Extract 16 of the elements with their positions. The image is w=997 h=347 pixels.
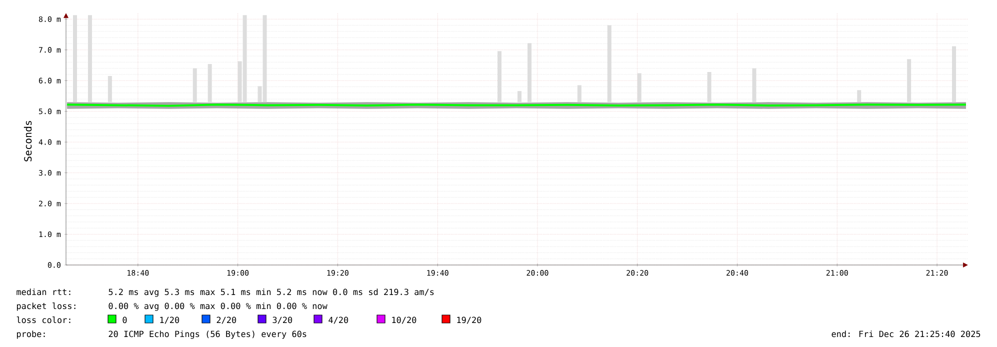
text: loss color: (16, 316, 70, 324)
text: 19/20 (457, 316, 482, 324)
text: probe: (16, 330, 45, 339)
text: packet loss: (16, 302, 76, 311)
text: 1/20 (160, 316, 180, 324)
y-axis-title: Seconds (24, 120, 32, 162)
text: 0.00 % avg 0.00 % max 0.00 % min 0.00 % now (108, 302, 328, 311)
text: 4/20 (328, 316, 348, 324)
text: end: Fri Dec 26 21:25:40 2025 (832, 330, 980, 338)
text: 5.2 ms avg 5.3 ms max 5.1 ms min 5.2 ms now 0.0 ms sd 219.3 am/s (108, 288, 434, 297)
text: 2/20 (216, 316, 236, 324)
text: median rtt: (16, 288, 70, 296)
text: 20 ICMP Echo Pings (56 Bytes) every 60s (108, 330, 306, 339)
text: 0 (122, 316, 127, 324)
text: 10/20 (392, 316, 416, 324)
text: 3/20 (272, 316, 292, 324)
